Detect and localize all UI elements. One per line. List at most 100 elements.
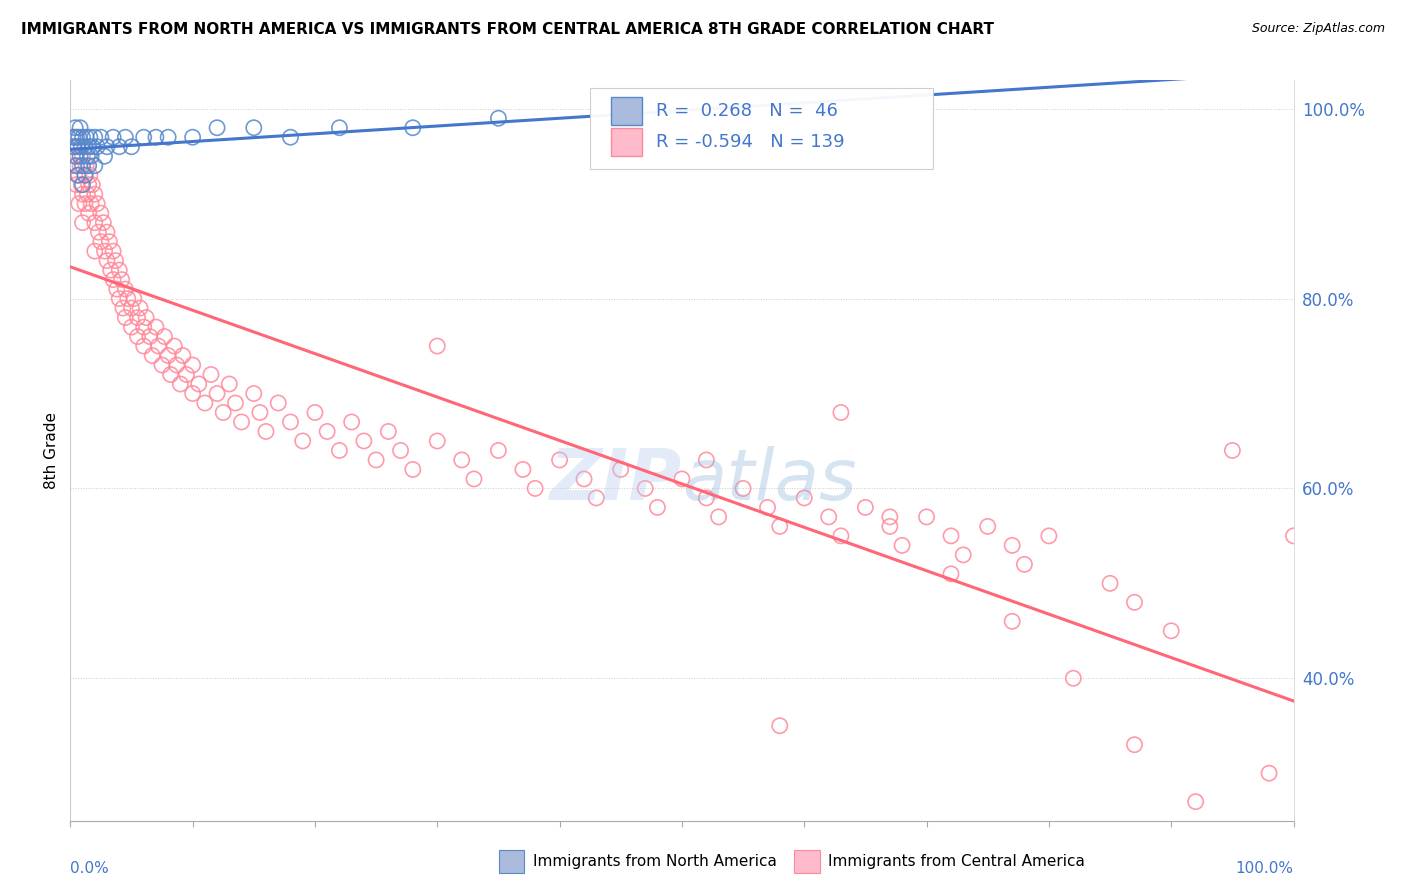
Point (939, 529, 962, 543)
Point (1062, 671, 1084, 685)
Point (79, 168, 101, 182)
Point (187, 377, 209, 392)
Point (291, 434, 314, 448)
Point (114, 282, 136, 296)
Point (166, 358, 188, 372)
Point (65, 130, 87, 145)
Point (62, 130, 84, 145)
Point (450, 453, 472, 467)
Point (817, 509, 839, 524)
Point (1282, 529, 1305, 543)
Point (340, 415, 363, 429)
Point (377, 425, 399, 439)
Point (141, 349, 163, 363)
Point (83, 244, 105, 259)
Text: Immigrants from Central America: Immigrants from Central America (828, 855, 1085, 869)
Point (181, 386, 204, 401)
Point (426, 339, 449, 353)
Point (194, 396, 217, 410)
Point (634, 482, 657, 496)
Point (127, 329, 149, 343)
Point (77, 206, 100, 220)
Point (73, 168, 96, 182)
Point (426, 434, 449, 448)
Point (75, 159, 97, 173)
Point (1184, 795, 1206, 809)
Point (879, 519, 901, 533)
Point (80, 196, 103, 211)
Point (101, 130, 124, 145)
Point (69, 159, 91, 173)
Point (218, 377, 240, 392)
Point (77, 159, 100, 173)
Point (488, 112, 510, 126)
Point (63, 130, 86, 145)
Point (304, 405, 326, 419)
Point (463, 472, 485, 486)
Point (172, 349, 194, 363)
Point (135, 310, 157, 325)
Point (83, 216, 105, 230)
Point (585, 491, 607, 505)
Point (328, 120, 350, 135)
Point (817, 102, 839, 116)
Point (65, 149, 87, 163)
Point (157, 349, 180, 363)
Point (280, 130, 302, 145)
Point (512, 462, 534, 476)
Point (163, 339, 186, 353)
Point (769, 519, 792, 533)
Point (243, 120, 266, 135)
Point (129, 301, 152, 315)
Point (249, 405, 271, 419)
Point (205, 386, 228, 401)
Point (915, 509, 938, 524)
Point (73, 196, 96, 211)
Point (90, 130, 112, 145)
Text: atlas: atlas (682, 446, 856, 515)
Point (76, 187, 98, 202)
Point (145, 130, 167, 145)
Point (83, 187, 105, 202)
Point (1123, 738, 1146, 752)
Point (63, 159, 86, 173)
Point (70, 178, 93, 192)
Point (205, 120, 228, 135)
Point (79, 130, 101, 145)
Point (75, 130, 97, 145)
Point (488, 443, 510, 458)
Point (72, 130, 94, 145)
Point (145, 320, 167, 334)
Point (82, 178, 104, 192)
Point (76, 149, 98, 163)
Point (105, 282, 128, 296)
Point (101, 244, 124, 259)
Point (316, 425, 339, 439)
Point (132, 320, 155, 334)
FancyBboxPatch shape (612, 128, 641, 156)
Point (181, 358, 204, 372)
Point (98, 235, 121, 249)
Point (132, 339, 155, 353)
Point (104, 253, 127, 268)
Point (159, 368, 181, 382)
Point (90, 206, 112, 220)
Point (891, 538, 914, 552)
Point (63, 120, 86, 135)
Point (353, 434, 375, 448)
Point (70, 139, 93, 153)
Point (402, 462, 425, 476)
Point (169, 377, 191, 392)
Point (72, 216, 94, 230)
Point (389, 443, 412, 458)
Point (121, 301, 143, 315)
Point (121, 320, 143, 334)
Point (83, 159, 105, 173)
Point (1001, 615, 1024, 629)
Text: IMMIGRANTS FROM NORTH AMERICA VS IMMIGRANTS FROM CENTRAL AMERICA 8TH GRADE CORRE: IMMIGRANTS FROM NORTH AMERICA VS IMMIGRA… (21, 22, 994, 37)
Point (647, 500, 669, 515)
Point (132, 130, 155, 145)
Point (72, 149, 94, 163)
Point (111, 301, 134, 315)
Point (91, 216, 114, 230)
